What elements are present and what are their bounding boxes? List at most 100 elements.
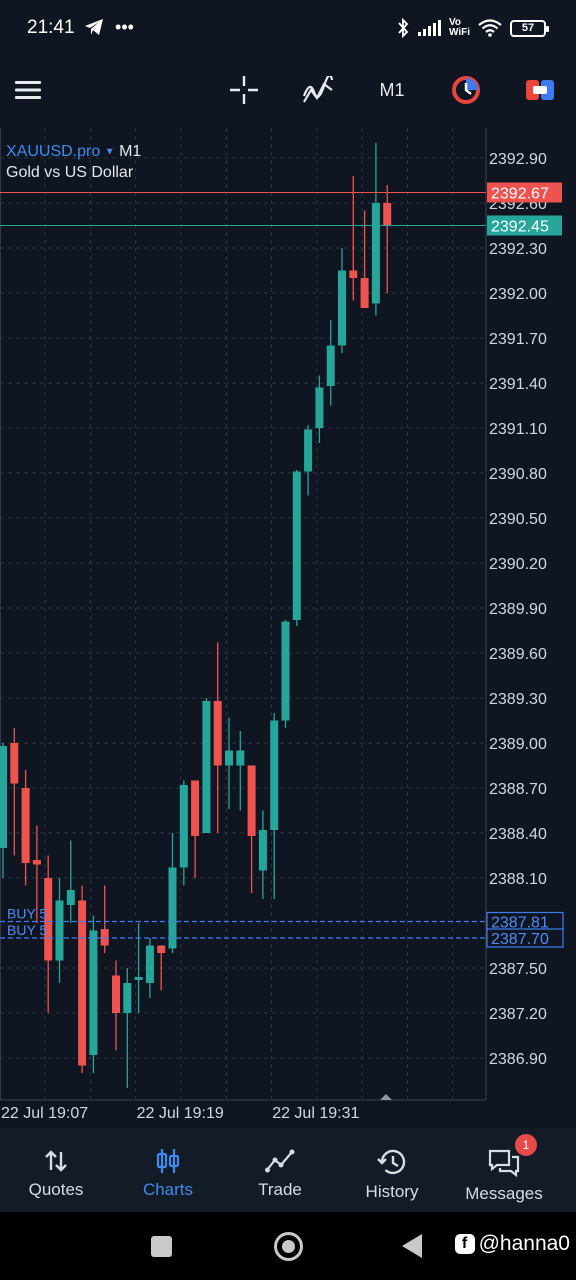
symbol-dropdown-icon[interactable]: ▼ (104, 146, 115, 158)
status-time: 21:41 (27, 17, 75, 38)
price-tick-label: 2388.40 (489, 826, 547, 843)
nav-messages[interactable]: Messages 1 (448, 1128, 560, 1212)
order-price-label: 2387.70 (491, 931, 549, 948)
candle-bull (236, 750, 245, 766)
price-tick-label: 2387.20 (489, 1006, 547, 1023)
crosshair-button[interactable] (224, 58, 264, 122)
watermark: f @hanna0 (454, 1232, 570, 1256)
price-tick-label: 2389.00 (489, 736, 547, 753)
price-tick-label: 2389.90 (489, 601, 547, 618)
status-bar: 21:41 ••• Vo WiFi 57 (0, 0, 576, 58)
price-tick-label: 2392.00 (489, 286, 547, 303)
trade-icon (265, 1149, 295, 1173)
nav-quotes[interactable]: Quotes (0, 1128, 112, 1212)
candle-bear (44, 878, 53, 961)
history-icon (377, 1149, 406, 1175)
volte-wifi-icon: Vo WiFi (448, 17, 470, 38)
candle-bull (168, 867, 177, 949)
chart-canvas[interactable]: 2392.902392.602392.302392.002391.702391.… (0, 128, 576, 1128)
timeframe-button[interactable]: M1 (379, 79, 405, 100)
home-icon (282, 1240, 295, 1253)
price-tick-label: 2390.20 (489, 556, 547, 573)
order-label: BUY 5 (7, 906, 47, 922)
menu-icon (15, 81, 41, 99)
candle-bull (315, 387, 324, 428)
nav-history-label: History (365, 1182, 419, 1201)
indicators-icon (302, 76, 334, 103)
back-button[interactable] (402, 1234, 422, 1258)
time-tick-label: 22 Jul 19:31 (272, 1105, 359, 1122)
price-chart[interactable]: 2392.90 2392.60 2392.30 2392.00 2391.70 2391.… (0, 128, 576, 1128)
crosshair-icon (230, 76, 258, 104)
time-tick-label: 22 Jul 19:19 (137, 1105, 224, 1122)
bluetooth-icon (398, 18, 409, 38)
candle-bear (21, 788, 30, 863)
candle-bull (123, 983, 132, 1013)
candle-bull (179, 785, 188, 868)
candle-bear (100, 929, 109, 946)
telegram-icon (85, 19, 103, 36)
candle-bull (371, 203, 380, 304)
indicators-button[interactable] (298, 58, 338, 122)
messages-icon (488, 1149, 520, 1178)
nav-trade[interactable]: Trade (224, 1128, 336, 1212)
candle-bull (225, 750, 233, 766)
signal-icon (417, 20, 441, 36)
candle-bear (247, 765, 256, 836)
candle-bull (270, 720, 279, 830)
price-tick-label: 2392.30 (489, 241, 547, 258)
candle-bull (66, 890, 75, 905)
price-tick-label: 2387.50 (489, 961, 547, 978)
menu-button[interactable] (8, 58, 48, 122)
candle-bull (338, 270, 346, 346)
nav-trade-label: Trade (258, 1180, 302, 1199)
battery-icon: 57 (510, 19, 549, 37)
candle-bear (157, 945, 166, 953)
price-tick-label: 2391.10 (489, 421, 547, 438)
symbol-name[interactable]: XAUUSD.pro (6, 143, 101, 160)
candle-bull (304, 429, 313, 472)
price-tick-label: 2386.90 (489, 1051, 547, 1068)
bid-price-tag (487, 215, 562, 236)
nav-charts-label: Charts (142, 1180, 194, 1199)
wifi-icon (478, 19, 502, 37)
candle-bear (10, 743, 19, 784)
candle-bull (292, 471, 301, 620)
bid-price-label: 2392.45 (491, 219, 549, 236)
price-tick-label: 2389.30 (489, 691, 547, 708)
order-label: BUY 5 (7, 922, 47, 938)
candle-bear (349, 270, 358, 278)
chart-shift-marker (380, 1094, 392, 1100)
price-tick-label: 2390.50 (489, 511, 547, 528)
home-button[interactable] (274, 1232, 303, 1261)
candle-bull (55, 900, 64, 961)
watermark-text: @hanna0 (478, 1232, 570, 1255)
candle-bull (134, 977, 143, 980)
order-price-tag (486, 928, 564, 948)
chart-symbol-label[interactable]: XAUUSD.pro ▼ M1 (6, 143, 141, 161)
candle-bull (89, 930, 98, 1055)
candle-bear (32, 860, 41, 865)
one-click-trading-icon (452, 76, 480, 104)
candle-bear (78, 900, 87, 1066)
charts-icon (156, 1149, 180, 1173)
price-tick-label: 2392.90 (489, 151, 547, 168)
bottom-navigation: Quotes Charts Trade History M (0, 1128, 576, 1212)
nav-messages-label: Messages (465, 1184, 543, 1203)
order-price-label: 2387.81 (491, 915, 549, 932)
ask-price-tag (487, 182, 562, 203)
candle-bear (383, 203, 392, 226)
trade-toggle-button[interactable] (520, 58, 560, 122)
price-tick-label: 2391.40 (489, 376, 547, 393)
nav-charts[interactable]: Charts (112, 1128, 224, 1212)
one-click-trading-button[interactable] (446, 58, 486, 122)
price-tick-label: 2388.10 (489, 871, 547, 888)
system-navigation-bar: f @hanna0 (0, 1212, 576, 1280)
price-tick-label: 2389.60 (489, 646, 547, 663)
nav-history[interactable]: History (336, 1128, 448, 1212)
recents-button[interactable] (151, 1236, 172, 1257)
candle-bear (360, 278, 369, 308)
messages-badge: 1 (515, 1134, 537, 1156)
more-dots-icon: ••• (115, 16, 134, 37)
symbol-description: Gold vs US Dollar (6, 164, 134, 181)
